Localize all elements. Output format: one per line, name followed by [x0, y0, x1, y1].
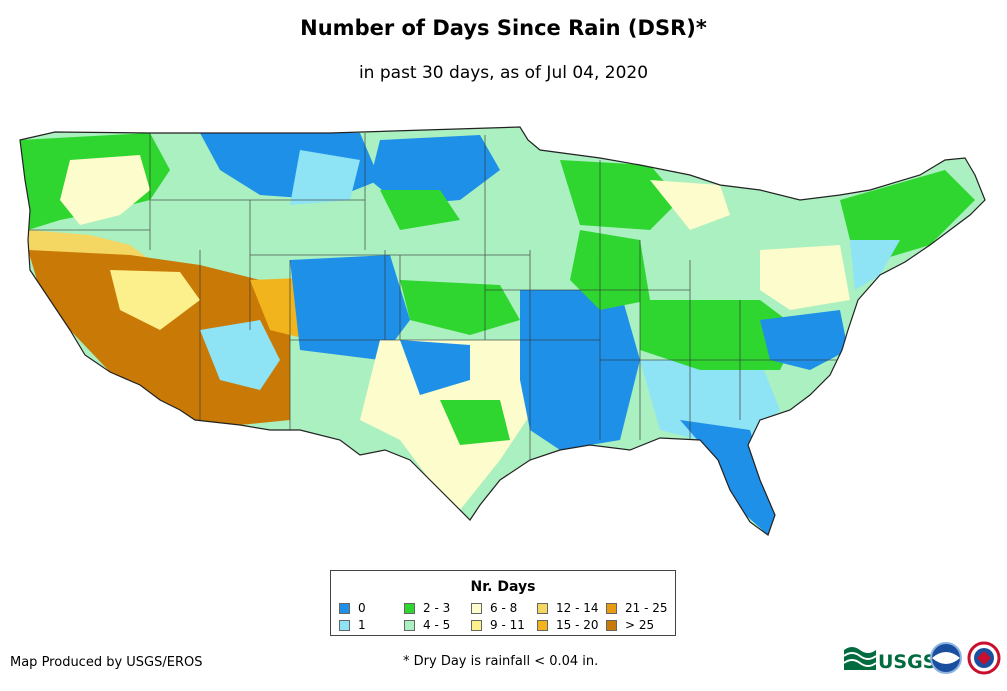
legend-item-4: 6 - 8: [471, 601, 517, 615]
legend-item-8: 21 - 25: [606, 601, 668, 615]
legend-item-1: 1: [339, 618, 366, 632]
legend-label: > 25: [625, 618, 655, 632]
legend-item-6: 12 - 14: [537, 601, 599, 615]
legend: Nr. Days 0 1 2 - 3 4 - 5 6 - 8 9 - 11 12…: [330, 570, 676, 636]
noaa-logo-icon: [930, 642, 962, 674]
map-subtitle: in past 30 days, as of Jul 04, 2020: [358, 63, 649, 83]
nws-logo-icon: [967, 641, 1001, 675]
legend-title: Nr. Days: [470, 579, 536, 595]
legend-swatch: [404, 602, 415, 614]
legend-swatch: [471, 602, 482, 614]
us-dsr-map: [19, 126, 986, 536]
legend-label: 6 - 8: [490, 601, 518, 615]
map-credit: Map Produced by USGS/EROS: [10, 655, 203, 670]
legend-label: 9 - 11: [490, 618, 525, 632]
dry-day-footnote: * Dry Day is rainfall < 0.04 in.: [403, 654, 599, 669]
legend-swatch: [339, 619, 350, 631]
legend-label: 4 - 5: [423, 618, 451, 632]
usgs-logo: USGS: [843, 647, 936, 673]
legend-label: 1: [358, 618, 366, 632]
usgs-logo-text: USGS: [878, 651, 936, 673]
agency-logos: USGS: [843, 641, 1001, 675]
legend-item-9: > 25: [606, 618, 654, 632]
legend-item-3: 4 - 5: [404, 618, 450, 632]
legend-label: 21 - 25: [625, 601, 668, 615]
legend-label: 15 - 20: [556, 618, 599, 632]
legend-label: 0: [358, 601, 366, 615]
legend-swatch: [537, 619, 548, 631]
map-title: Number of Days Since Rain (DSR)*: [300, 16, 707, 40]
legend-label: 12 - 14: [556, 601, 599, 615]
legend-swatch: [471, 619, 482, 631]
legend-swatch: [606, 602, 617, 614]
legend-swatch: [339, 602, 350, 614]
legend-swatch: [606, 619, 617, 631]
legend-item-2: 2 - 3: [404, 601, 450, 615]
legend-item-5: 9 - 11: [471, 618, 525, 632]
legend-swatch: [404, 619, 415, 631]
legend-swatch: [537, 602, 548, 614]
legend-item-7: 15 - 20: [537, 618, 599, 632]
legend-item-0: 0: [339, 601, 366, 615]
legend-label: 2 - 3: [423, 601, 451, 615]
